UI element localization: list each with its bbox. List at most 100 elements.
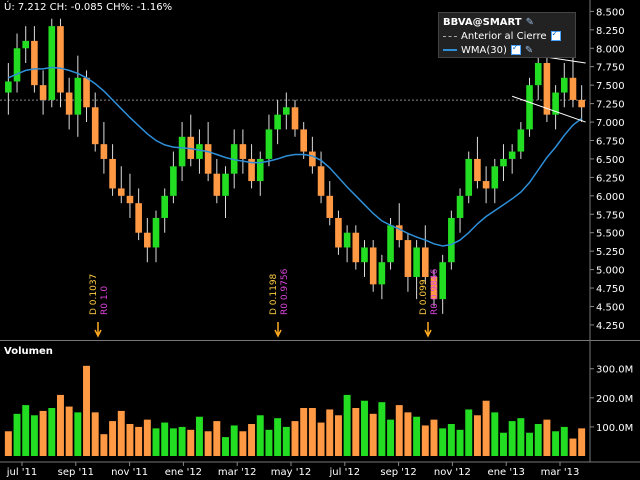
- volume-tick-label: 100.0M: [596, 423, 633, 434]
- price-tick-label: 8.000: [596, 44, 625, 55]
- volume-bar: [395, 405, 403, 456]
- candle-body: [239, 144, 247, 159]
- volume-bar: [526, 432, 534, 456]
- wrench-icon[interactable]: ✎: [525, 16, 534, 28]
- dividend-arrow-icon: [94, 322, 102, 338]
- candle-body: [83, 77, 90, 108]
- volume-bar: [256, 415, 264, 456]
- volume-bar: [508, 421, 516, 456]
- candle-body: [65, 92, 73, 115]
- candle-body: [517, 129, 525, 152]
- candle-body: [421, 247, 429, 277]
- dividend-label: D 0.1198: [269, 273, 279, 315]
- volume-bar: [56, 394, 64, 456]
- candle-body: [404, 240, 412, 277]
- volume-tick-label: 300.0M: [596, 365, 633, 376]
- volume-bar: [456, 429, 464, 456]
- volume-bar: [239, 431, 247, 456]
- legend-prev-close-row: Anterior al Cierre: [443, 29, 571, 43]
- volume-bar: [334, 415, 342, 456]
- candle-body: [395, 225, 403, 241]
- candle-body: [222, 173, 229, 196]
- candle-body: [326, 195, 334, 218]
- candle-body: [274, 114, 281, 130]
- prev-close-checkbox[interactable]: [550, 29, 561, 41]
- candle-body: [265, 129, 273, 159]
- volume-bar: [447, 424, 455, 456]
- price-volume-separator: [0, 340, 640, 341]
- price-tick-label: 5.250: [596, 247, 625, 258]
- volume-bar: [282, 426, 290, 456]
- candle-body: [283, 107, 290, 115]
- wma-checkbox[interactable]: [510, 43, 521, 55]
- volume-bar: [100, 434, 108, 456]
- candle-body: [196, 144, 203, 159]
- volume-bar: [22, 405, 30, 456]
- wma-line-swatch: [443, 49, 457, 51]
- legend-symbol-row: BBVA@SMART ✎: [443, 15, 571, 29]
- price-tick-label: 5.750: [596, 210, 625, 221]
- volume-bar: [308, 408, 316, 456]
- wrench-icon[interactable]: ✎: [524, 44, 534, 56]
- volume-bar: [169, 428, 177, 456]
- candle-body: [456, 195, 464, 218]
- volume-bar: [569, 438, 577, 456]
- candle-body: [256, 158, 264, 182]
- ro-label: R0 0.9846: [430, 268, 440, 315]
- volume-bar: [543, 419, 551, 456]
- candle-body: [161, 195, 169, 218]
- candle-body: [474, 158, 481, 182]
- volume-bar: [369, 413, 377, 456]
- volume-bar: [343, 394, 351, 456]
- candle-body: [144, 232, 151, 248]
- volume-bar: [213, 421, 221, 456]
- candle-body: [465, 158, 473, 196]
- candle-body: [126, 195, 134, 204]
- candle-body: [213, 173, 221, 196]
- candle-body: [135, 203, 142, 233]
- volume-bar: [387, 419, 395, 456]
- volume-bar: [560, 426, 568, 456]
- volume-bar: [178, 426, 186, 456]
- candle-body: [552, 92, 559, 115]
- candle-body: [5, 81, 12, 93]
- candle-body: [560, 77, 568, 93]
- ro-label: R0 0.9756: [280, 268, 290, 315]
- trendline-lower: [511, 95, 586, 123]
- volume-bar: [517, 418, 525, 456]
- volume-bar: [361, 400, 368, 456]
- volume-bar: [117, 410, 125, 456]
- candle-body: [22, 40, 30, 49]
- candle-body: [508, 151, 516, 159]
- volume-bar: [430, 419, 438, 456]
- volume-bar: [248, 424, 256, 456]
- volume-bar: [230, 425, 238, 456]
- volume-bar: [4, 431, 12, 456]
- candle-body: [500, 158, 507, 167]
- x-tick-label: nov '11: [111, 467, 148, 478]
- dividend-label: D 0.099: [419, 279, 429, 315]
- price-tick-label: 4.500: [596, 302, 625, 313]
- legend-wma-label: WMA(30): [461, 44, 507, 56]
- price-tick-label: 6.250: [596, 173, 625, 184]
- candle-body: [13, 48, 21, 82]
- candle-body: [335, 217, 342, 248]
- candle-body: [491, 166, 499, 189]
- candle-body: [74, 77, 82, 115]
- volume-bar: [204, 431, 212, 456]
- volume-bar: [187, 429, 195, 456]
- price-tick-label: 6.000: [596, 192, 625, 203]
- price-tick-label: 4.250: [596, 321, 625, 332]
- volume-bar: [109, 421, 117, 456]
- volume-bar: [222, 437, 229, 456]
- candle-body: [369, 247, 377, 285]
- candle-body: [413, 247, 420, 277]
- candle-body: [578, 99, 585, 108]
- candle-body: [57, 26, 64, 93]
- candle-body: [300, 129, 307, 152]
- volume-bar: [135, 426, 143, 456]
- legend-prev-close-label: Anterior al Cierre: [461, 30, 547, 42]
- volume-bar: [265, 429, 273, 456]
- x-tick-label: mar '13: [541, 467, 580, 478]
- x-tick-label: may '12: [271, 467, 311, 478]
